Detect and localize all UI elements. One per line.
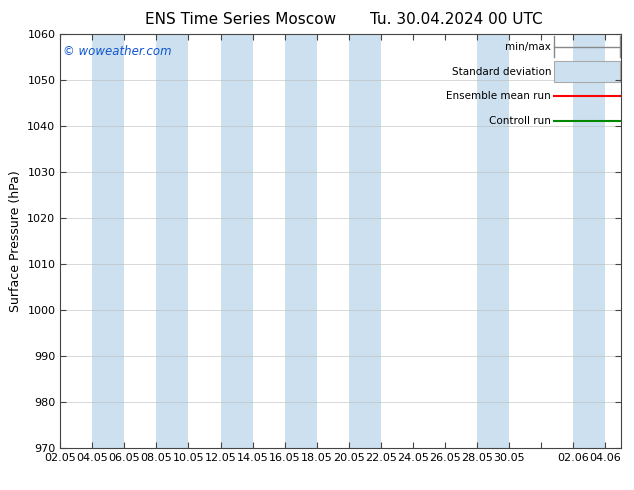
Text: Tu. 30.04.2024 00 UTC: Tu. 30.04.2024 00 UTC bbox=[370, 12, 543, 27]
Bar bbox=[573, 34, 605, 448]
Text: ENS Time Series Moscow: ENS Time Series Moscow bbox=[145, 12, 337, 27]
Text: Controll run: Controll run bbox=[489, 116, 551, 126]
Bar bbox=[157, 34, 188, 448]
Bar bbox=[221, 34, 252, 448]
Bar bbox=[477, 34, 509, 448]
Bar bbox=[349, 34, 381, 448]
Bar bbox=[285, 34, 317, 448]
Text: min/max: min/max bbox=[505, 42, 551, 52]
Text: © woweather.com: © woweather.com bbox=[63, 45, 172, 58]
Bar bbox=[93, 34, 124, 448]
Text: Standard deviation: Standard deviation bbox=[451, 67, 551, 76]
FancyBboxPatch shape bbox=[554, 61, 620, 82]
Y-axis label: Surface Pressure (hPa): Surface Pressure (hPa) bbox=[9, 171, 22, 312]
Text: Ensemble mean run: Ensemble mean run bbox=[446, 92, 551, 101]
